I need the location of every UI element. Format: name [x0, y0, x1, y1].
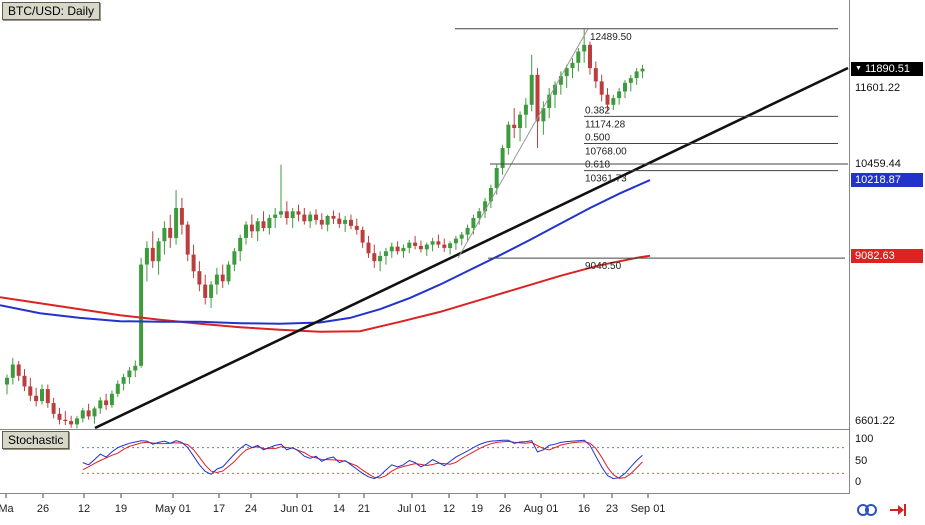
price-axis-label: 10459.44: [855, 158, 901, 171]
time-axis-label: 17: [212, 503, 226, 515]
fib-price-label: 11174.28: [585, 119, 626, 130]
stoch-axis-label: 50: [855, 454, 868, 467]
time-axis[interactable]: Ma 26 12 19 May 01 17 24 Jun 01 14 21 Jul 01 12 19 26…: [0, 0, 851, 525]
time-axis-label: 23: [605, 503, 619, 515]
fib-ratio-label: 0.500: [585, 133, 610, 144]
time-axis-label: Jul 01: [397, 503, 427, 515]
ma-slow-price-badge: 9082.63: [851, 248, 923, 263]
hline-price-label: 9046.50: [585, 261, 622, 272]
time-axis-label: 24: [244, 503, 258, 515]
fib-ratio-label: 0.382: [585, 105, 610, 116]
stoch-d-line: [82, 440, 643, 479]
price-axis-label: 6601.22: [855, 415, 895, 427]
time-axis-label: Ma: [0, 503, 14, 515]
time-axis-label: 19: [114, 503, 128, 515]
go-to-latest-icon[interactable]: [888, 501, 908, 519]
fib-price-label: 10768.00: [585, 147, 627, 158]
footer-toolbar: [855, 501, 908, 519]
time-axis-label: 12: [442, 503, 456, 515]
time-axis-label: 26: [498, 503, 512, 515]
stoch-axis-label: 0: [855, 476, 862, 488]
time-axis-label: 16: [577, 503, 591, 515]
fib-baseline[interactable]: [457, 28, 589, 259]
symbol-timeframe-label[interactable]: BTC/USD: Daily: [2, 2, 101, 20]
linked-charts-icon[interactable]: [855, 501, 881, 519]
time-axis-label: 21: [357, 503, 371, 515]
price-axis[interactable]: ▼ 11890.51 11601.22 10459.44 10218.87 9082.63…: [851, 0, 925, 494]
fib-ratio-label: 0.618: [585, 160, 610, 171]
price-chart-canvas[interactable]: 12489.50 0.382 11174.28 0.500 10768.00 0.618 1…: [0, 0, 852, 500]
fib-price-label: 10361.73: [585, 174, 627, 185]
time-axis-label: Jun 01: [280, 503, 314, 515]
ma-fast-price-badge: 10218.87: [851, 173, 923, 188]
ma_slow-line: [0, 254, 651, 333]
price-marker-icon: ▼: [855, 64, 862, 72]
time-axis-label: 19: [470, 503, 484, 515]
stoch-k-line: [82, 439, 643, 480]
candles-layer: [5, 28, 645, 429]
rising-support-trendline[interactable]: [94, 66, 849, 430]
time-axis-label: 26: [36, 503, 50, 515]
time-axis-label: Sep 01: [630, 503, 666, 515]
time-axis-label: May 01: [154, 503, 192, 515]
time-axis-label: Aug 01: [523, 503, 559, 515]
hline-price-label: 12489.50: [590, 32, 632, 43]
last-price-badge: ▼ 11890.51: [851, 61, 923, 76]
price-axis-label: 11601.22: [855, 82, 901, 94]
ma_fast-line: [0, 179, 651, 325]
time-axis-label: 12: [77, 503, 91, 515]
time-axis-label: 14: [332, 503, 346, 515]
stoch-axis-label: 100: [855, 433, 874, 445]
stochastic-panel-label[interactable]: Stochastic: [2, 431, 70, 449]
